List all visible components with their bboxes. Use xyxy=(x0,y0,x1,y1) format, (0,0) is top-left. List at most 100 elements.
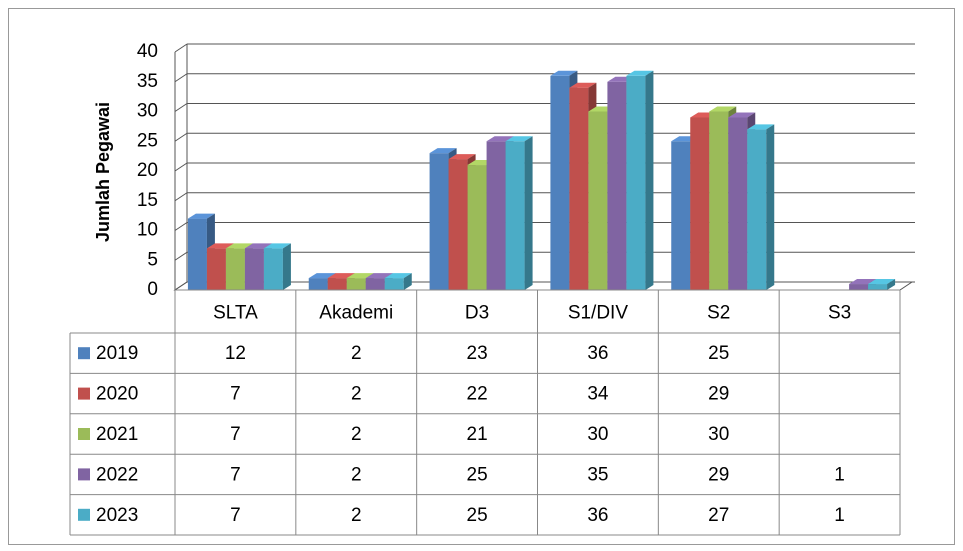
table-value: 25 xyxy=(467,464,488,485)
bar-front xyxy=(308,278,328,290)
bar xyxy=(505,136,533,290)
x-tick-label: S3 xyxy=(828,303,851,324)
legend-label: 2023 xyxy=(96,505,138,526)
bar-front xyxy=(849,284,869,290)
bar-front xyxy=(225,248,245,290)
bar-top xyxy=(365,273,393,279)
bar-top xyxy=(346,273,374,279)
bar-top xyxy=(327,273,355,279)
bar-front xyxy=(690,117,710,290)
bar-top xyxy=(308,273,336,279)
bar-side xyxy=(282,243,291,290)
grid-line-side xyxy=(174,103,188,112)
table-value: 27 xyxy=(708,505,729,526)
y-tick-label: 20 xyxy=(137,160,158,181)
legend-key xyxy=(78,387,90,400)
table-value: 2 xyxy=(351,464,362,485)
x-tick-label: SLTA xyxy=(213,303,258,324)
bar-front xyxy=(467,165,487,290)
y-tick-label: 40 xyxy=(137,41,158,62)
bar-front xyxy=(346,278,366,290)
bar-front xyxy=(868,284,888,290)
table-value: 25 xyxy=(708,343,729,364)
bar-front xyxy=(384,278,404,290)
bar-front xyxy=(728,117,748,290)
bar-front xyxy=(569,87,589,290)
table-value: 36 xyxy=(587,505,608,526)
table-value: 36 xyxy=(587,343,608,364)
legend-label: 2021 xyxy=(96,424,138,445)
x-tick-label: S2 xyxy=(707,303,730,324)
bar-top xyxy=(263,243,291,249)
bar-front xyxy=(263,248,283,290)
y-tick-label: 30 xyxy=(137,101,158,122)
table-value: 7 xyxy=(230,505,241,526)
bar-side xyxy=(524,136,533,290)
bar-side xyxy=(887,279,896,290)
bar-side xyxy=(766,124,775,290)
bar-front xyxy=(505,141,525,290)
table-value: 30 xyxy=(587,424,608,445)
bar-front xyxy=(747,129,767,290)
y-tick-label: 35 xyxy=(137,71,158,92)
bar-top xyxy=(569,82,597,88)
legend-key xyxy=(78,428,90,440)
table-value: 1 xyxy=(834,464,845,485)
bar-front xyxy=(671,141,691,290)
bar-front xyxy=(550,75,570,290)
bar xyxy=(868,279,896,290)
bar-front xyxy=(448,159,468,290)
bar-front xyxy=(244,248,264,290)
x-tick-label: Akademi xyxy=(319,303,393,324)
bar-top xyxy=(505,136,533,142)
bar-side xyxy=(403,273,412,290)
table-value: 23 xyxy=(467,343,488,364)
bar-top xyxy=(187,213,215,219)
y-tick-label: 5 xyxy=(147,249,158,270)
bar-front xyxy=(187,218,207,290)
grid-line-side xyxy=(174,162,188,172)
bar-top xyxy=(244,243,272,249)
table-value: 22 xyxy=(467,384,488,405)
legend-key xyxy=(78,468,90,481)
bar-top xyxy=(206,243,234,249)
y-tick-label: 25 xyxy=(137,130,158,151)
table-value: 2 xyxy=(351,384,362,405)
bar-front xyxy=(588,111,608,290)
bar-top xyxy=(225,243,253,249)
bar-top xyxy=(448,154,476,160)
bar-top xyxy=(429,148,457,154)
bar-top xyxy=(626,70,654,76)
bar-front xyxy=(206,248,226,290)
bar-front xyxy=(365,278,385,290)
y-axis-label: Jumlah Pegawai xyxy=(93,102,113,242)
table-value: 7 xyxy=(230,424,241,445)
table-value: 7 xyxy=(230,384,241,405)
bar xyxy=(747,124,775,290)
bar-top xyxy=(384,273,412,279)
table-value: 21 xyxy=(467,424,488,445)
table-value: 2 xyxy=(351,505,362,526)
bar-front xyxy=(709,111,729,290)
bar-top xyxy=(747,124,775,130)
table-value: 2 xyxy=(351,343,362,364)
bar-top xyxy=(728,112,756,118)
x-tick-label: D3 xyxy=(465,303,489,324)
legend-key xyxy=(78,508,90,521)
table-value: 34 xyxy=(587,384,609,405)
table-value: 25 xyxy=(467,505,488,526)
legend-label: 2020 xyxy=(96,384,138,405)
bar-side xyxy=(645,70,654,290)
grid-line-side xyxy=(174,132,188,142)
y-tick-label: 0 xyxy=(147,279,158,300)
legend-key xyxy=(78,347,90,360)
table-value: 2 xyxy=(351,424,362,445)
bar-top xyxy=(550,70,578,76)
grid-line-side xyxy=(174,73,188,83)
legend-label: 2019 xyxy=(96,343,138,364)
table-value: 29 xyxy=(708,384,729,405)
table-value: 7 xyxy=(230,464,241,485)
bar xyxy=(626,70,654,290)
grid-line-side xyxy=(174,192,188,202)
grid-line-side xyxy=(174,281,188,291)
